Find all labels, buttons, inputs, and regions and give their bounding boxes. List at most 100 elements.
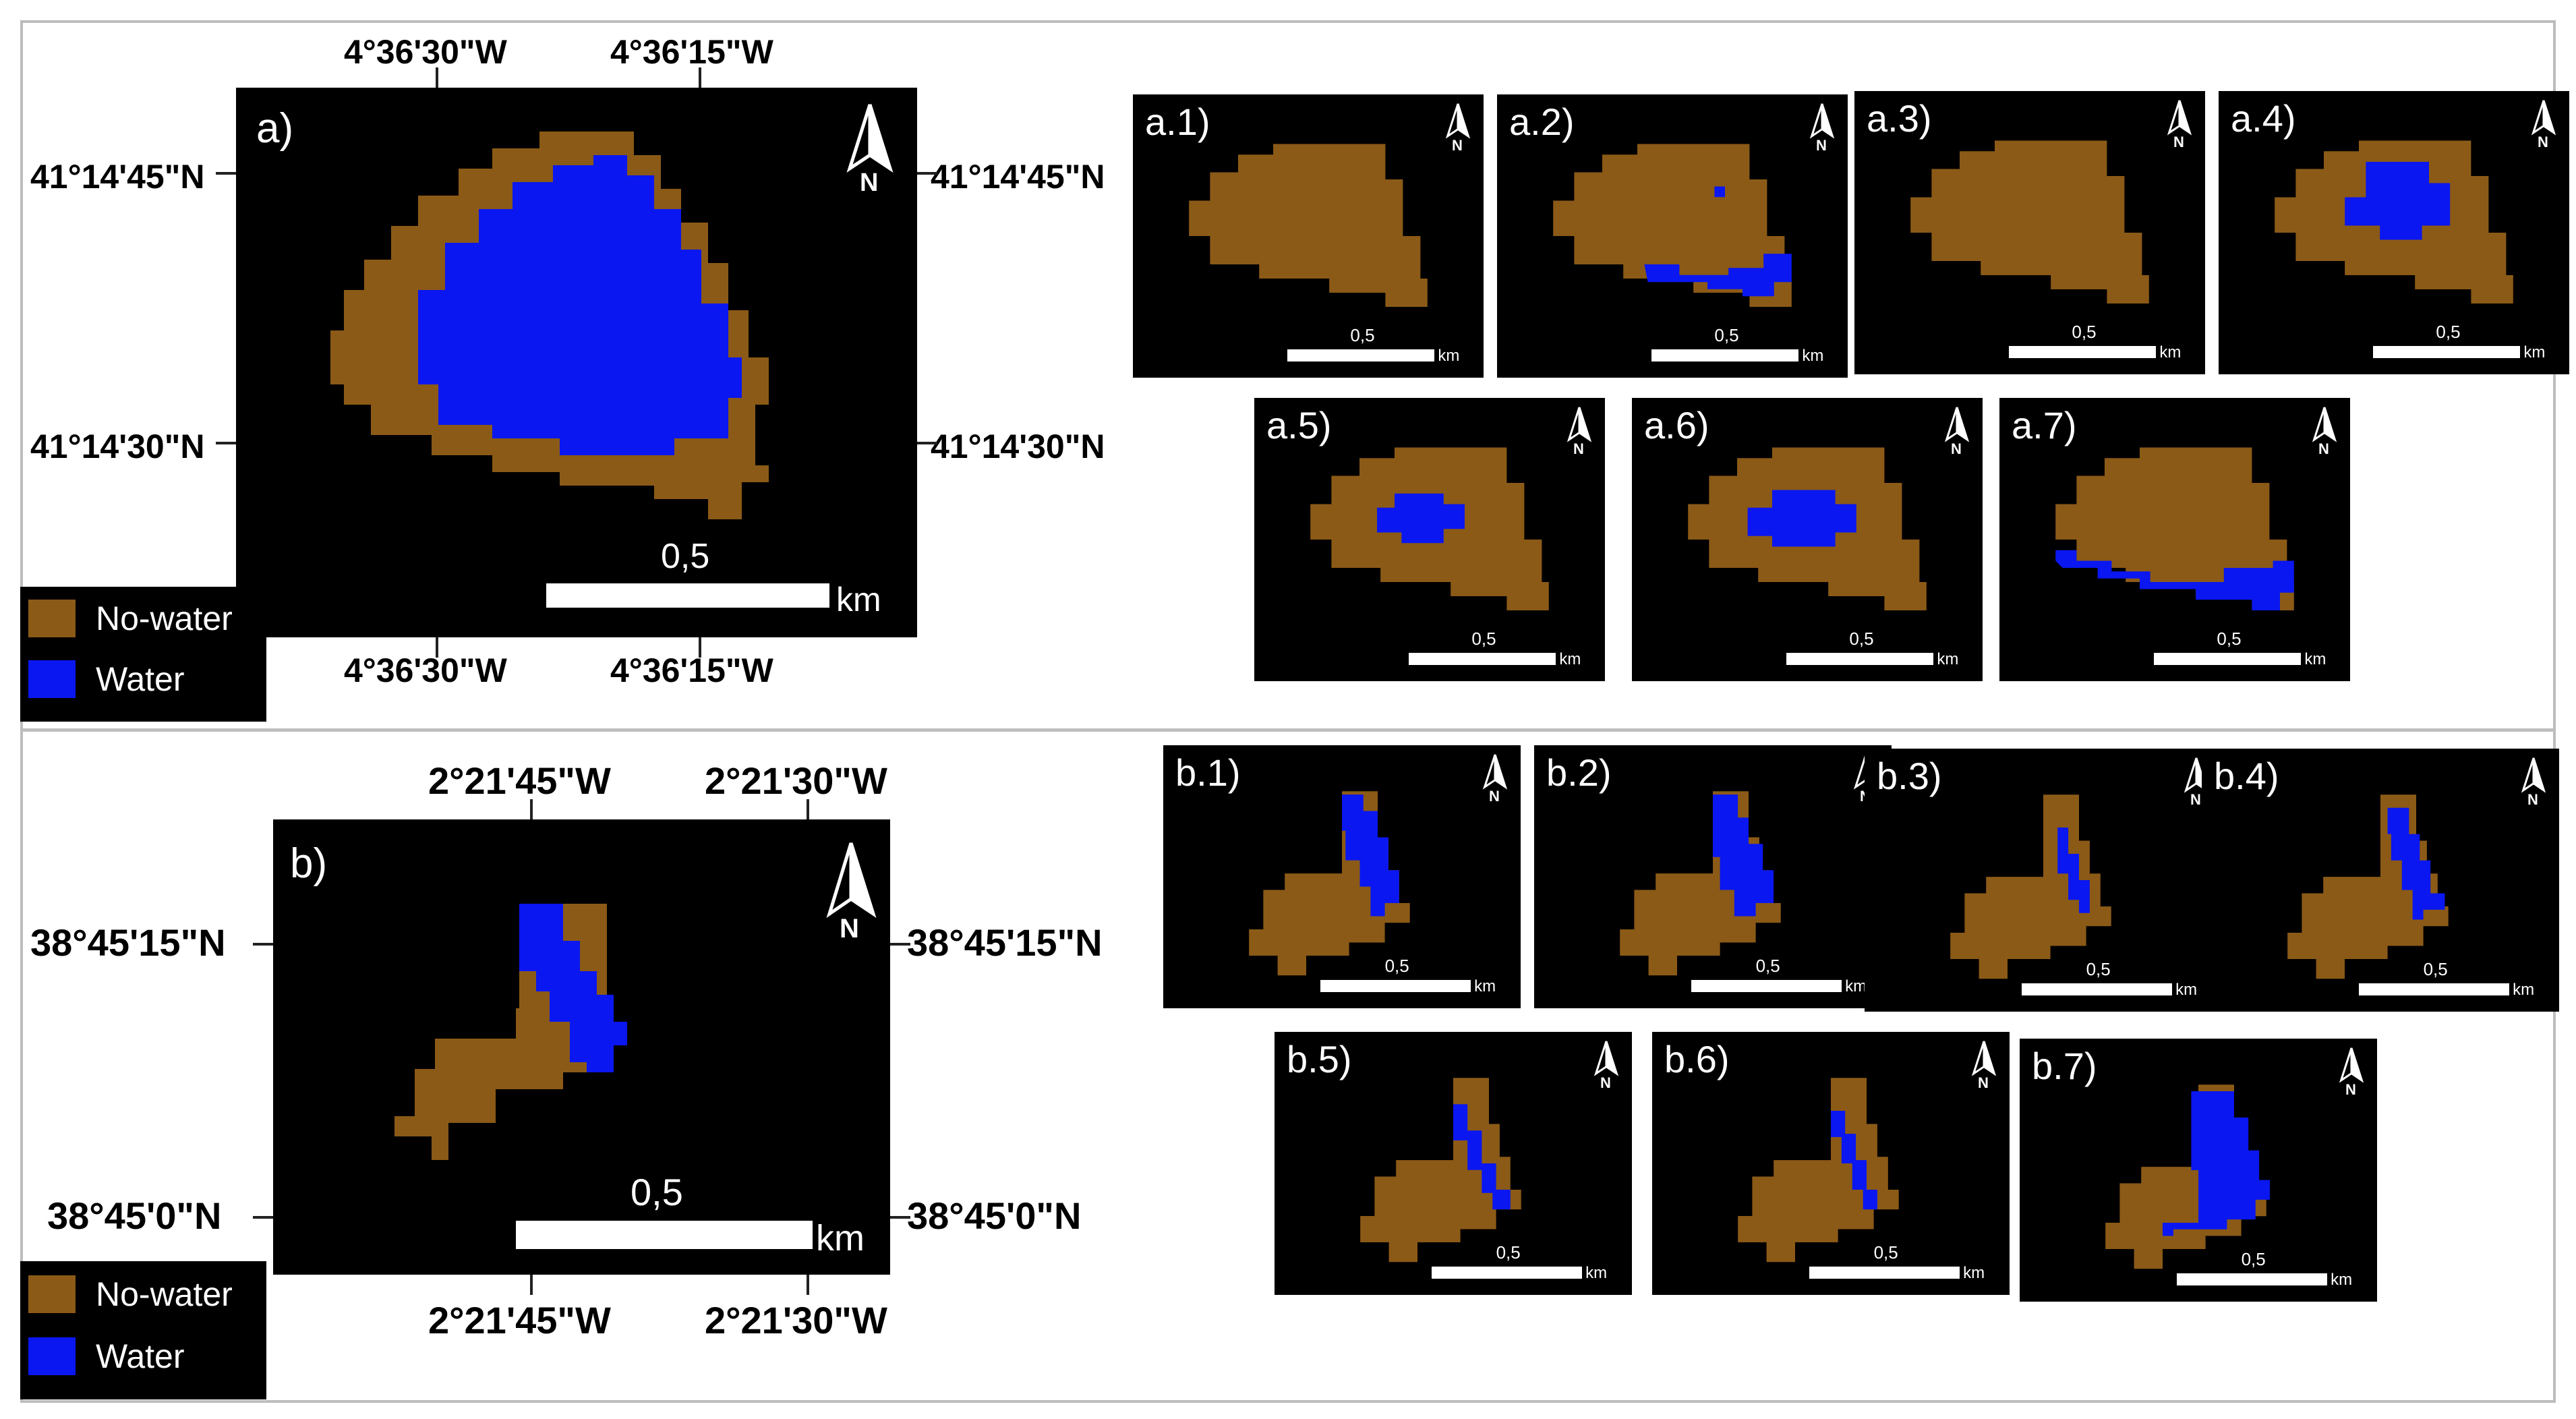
scale-unit: km [1438, 347, 1460, 365]
north-label: N [1452, 136, 1463, 154]
scale-unit: km [2304, 650, 2326, 668]
north-label: N [860, 169, 879, 197]
north-label: N [2538, 133, 2548, 150]
scale-unit: km [2523, 343, 2546, 361]
lat-label-b-right-bottom: 38°45'0"N [907, 1194, 1082, 1237]
water-area-a [418, 155, 742, 455]
legend-swatch-water [28, 1337, 76, 1375]
thumbnail-map-b3: b.3) N 0,5 km [1865, 749, 2222, 1012]
scale-value: 0,5 [1384, 956, 1409, 976]
scale-bar [1809, 1267, 1960, 1279]
north-arrow-icon: N [1807, 101, 1837, 155]
water-area [1377, 493, 1465, 544]
thumbnail-polygons [2287, 794, 2449, 979]
legend-swatch-no-water [28, 1275, 76, 1313]
no-water-area [1189, 144, 1428, 307]
legend-b: No-water Water [20, 1261, 266, 1399]
tick [807, 799, 809, 819]
thumbnail-polygons [1910, 140, 2149, 303]
legend-label-water: Water [96, 1337, 185, 1375]
map-b-polygons [394, 904, 627, 1160]
scale-value: 0,5 [1350, 325, 1375, 345]
thumbnail-label: b.1) [1175, 751, 1241, 794]
lat-label-b-left-bottom: 38°45'0"N [47, 1194, 222, 1237]
north-arrow-icon: N [2165, 98, 2194, 152]
thumbnail-polygons [1553, 144, 1792, 307]
scale-value: 0,5 [1496, 1242, 1521, 1263]
lon-label-a-top-right: 4°36'15"W [610, 33, 773, 71]
thumbnail-label: b.6) [1664, 1038, 1730, 1080]
legend-swatch-no-water [28, 600, 76, 637]
thumbnail-map-b7: b.7) N 0,5 km [2020, 1039, 2377, 1302]
lon-label-b-bottom-left: 2°21'45"W [428, 1299, 611, 1341]
no-water-area [1950, 794, 2111, 979]
water-area [1831, 1111, 1877, 1210]
scale-bar [2008, 346, 2157, 358]
thumbnail-label: a.2) [1509, 100, 1575, 143]
north-arrow-icon: N [1443, 101, 1473, 155]
map-b-main: b) N 0,5 km [273, 819, 890, 1275]
thumbnail-map-a7: a.7) N 0,5 km [1999, 398, 2350, 681]
thumbnail-polygons [1950, 794, 2111, 979]
scale-unit: km [1963, 1264, 1985, 1282]
scale-unit: km [1585, 1264, 1608, 1282]
scale-unit: km [2331, 1271, 2353, 1289]
scale-value: 0,5 [2072, 322, 2097, 342]
north-label: N [1489, 787, 1500, 805]
tick [699, 67, 701, 88]
scale-unit: km [1937, 650, 1959, 668]
water-area [2387, 807, 2445, 920]
tick [216, 172, 236, 175]
tick [253, 943, 273, 946]
thumbnail-map-a6: a.6) N 0,5 km [1632, 398, 1983, 681]
north-arrow-icon: N [1564, 405, 1594, 459]
tick [917, 172, 937, 175]
thumbnail-map-a3: a.3) N 0,5 km [1854, 91, 2205, 374]
no-water-area [1360, 1078, 1521, 1263]
tick [890, 943, 910, 946]
panel-b-frame [20, 728, 2556, 1403]
scale-bar-b [516, 1221, 813, 1249]
lon-label-b-bottom-right: 2°21'30"W [705, 1299, 887, 1341]
scale-value: 0,5 [2423, 959, 2448, 979]
lon-label-a-top-left: 4°36'30"W [344, 33, 507, 71]
scale-value: 0,5 [1873, 1242, 1898, 1263]
north-arrow-icon: N [2337, 1045, 2366, 1099]
water-area [2057, 828, 2090, 913]
scale-value: 0,5 [2217, 629, 2242, 649]
thumbnail-map-a5: a.5) N 0,5 km [1254, 398, 1605, 681]
thumbnail-label: b.2) [1546, 751, 1612, 794]
thumbnail-map-a1: a.1) N 0,5 km [1133, 94, 1484, 378]
no-water-area [1553, 144, 1792, 307]
no-water-area [1738, 1078, 1899, 1263]
scale-unit: km [2175, 981, 2198, 999]
thumbnail-polygons [1688, 447, 1927, 610]
scale-bar [2177, 1273, 2327, 1285]
lat-label-a-right-top: 41°14'45"N [931, 158, 1105, 196]
tick [530, 799, 533, 819]
scale-bar [1786, 653, 1934, 665]
north-label: N [1573, 440, 1584, 457]
thumbnail-label: b.7) [2032, 1045, 2097, 1087]
tick [436, 637, 438, 658]
north-label: N [2318, 440, 2329, 457]
water-area-b [519, 904, 627, 1072]
scale-bar [2359, 983, 2509, 995]
tick [699, 637, 701, 658]
north-label: N [2190, 790, 2201, 808]
scale-unit: km [2159, 343, 2182, 361]
scale-unit-b: km [816, 1218, 865, 1258]
water-area [2345, 162, 2451, 240]
legend-swatch-water [28, 660, 76, 698]
lon-label-b-top-right: 2°21'30"W [705, 759, 887, 802]
thumbnail-polygons [1189, 144, 1428, 307]
thumbnail-label: b.5) [1287, 1038, 1352, 1080]
thumbnail-label: a.1) [1145, 100, 1210, 143]
north-arrow-icon: N [2519, 755, 2548, 809]
thumbnail-label: a.7) [2012, 404, 2077, 446]
scale-bar [2022, 983, 2172, 995]
north-label: N [1816, 136, 1827, 154]
lat-label-a-right-bottom: 41°14'30"N [931, 428, 1105, 465]
scale-value: 0,5 [2436, 322, 2461, 342]
scale-value: 0,5 [1471, 629, 1496, 649]
